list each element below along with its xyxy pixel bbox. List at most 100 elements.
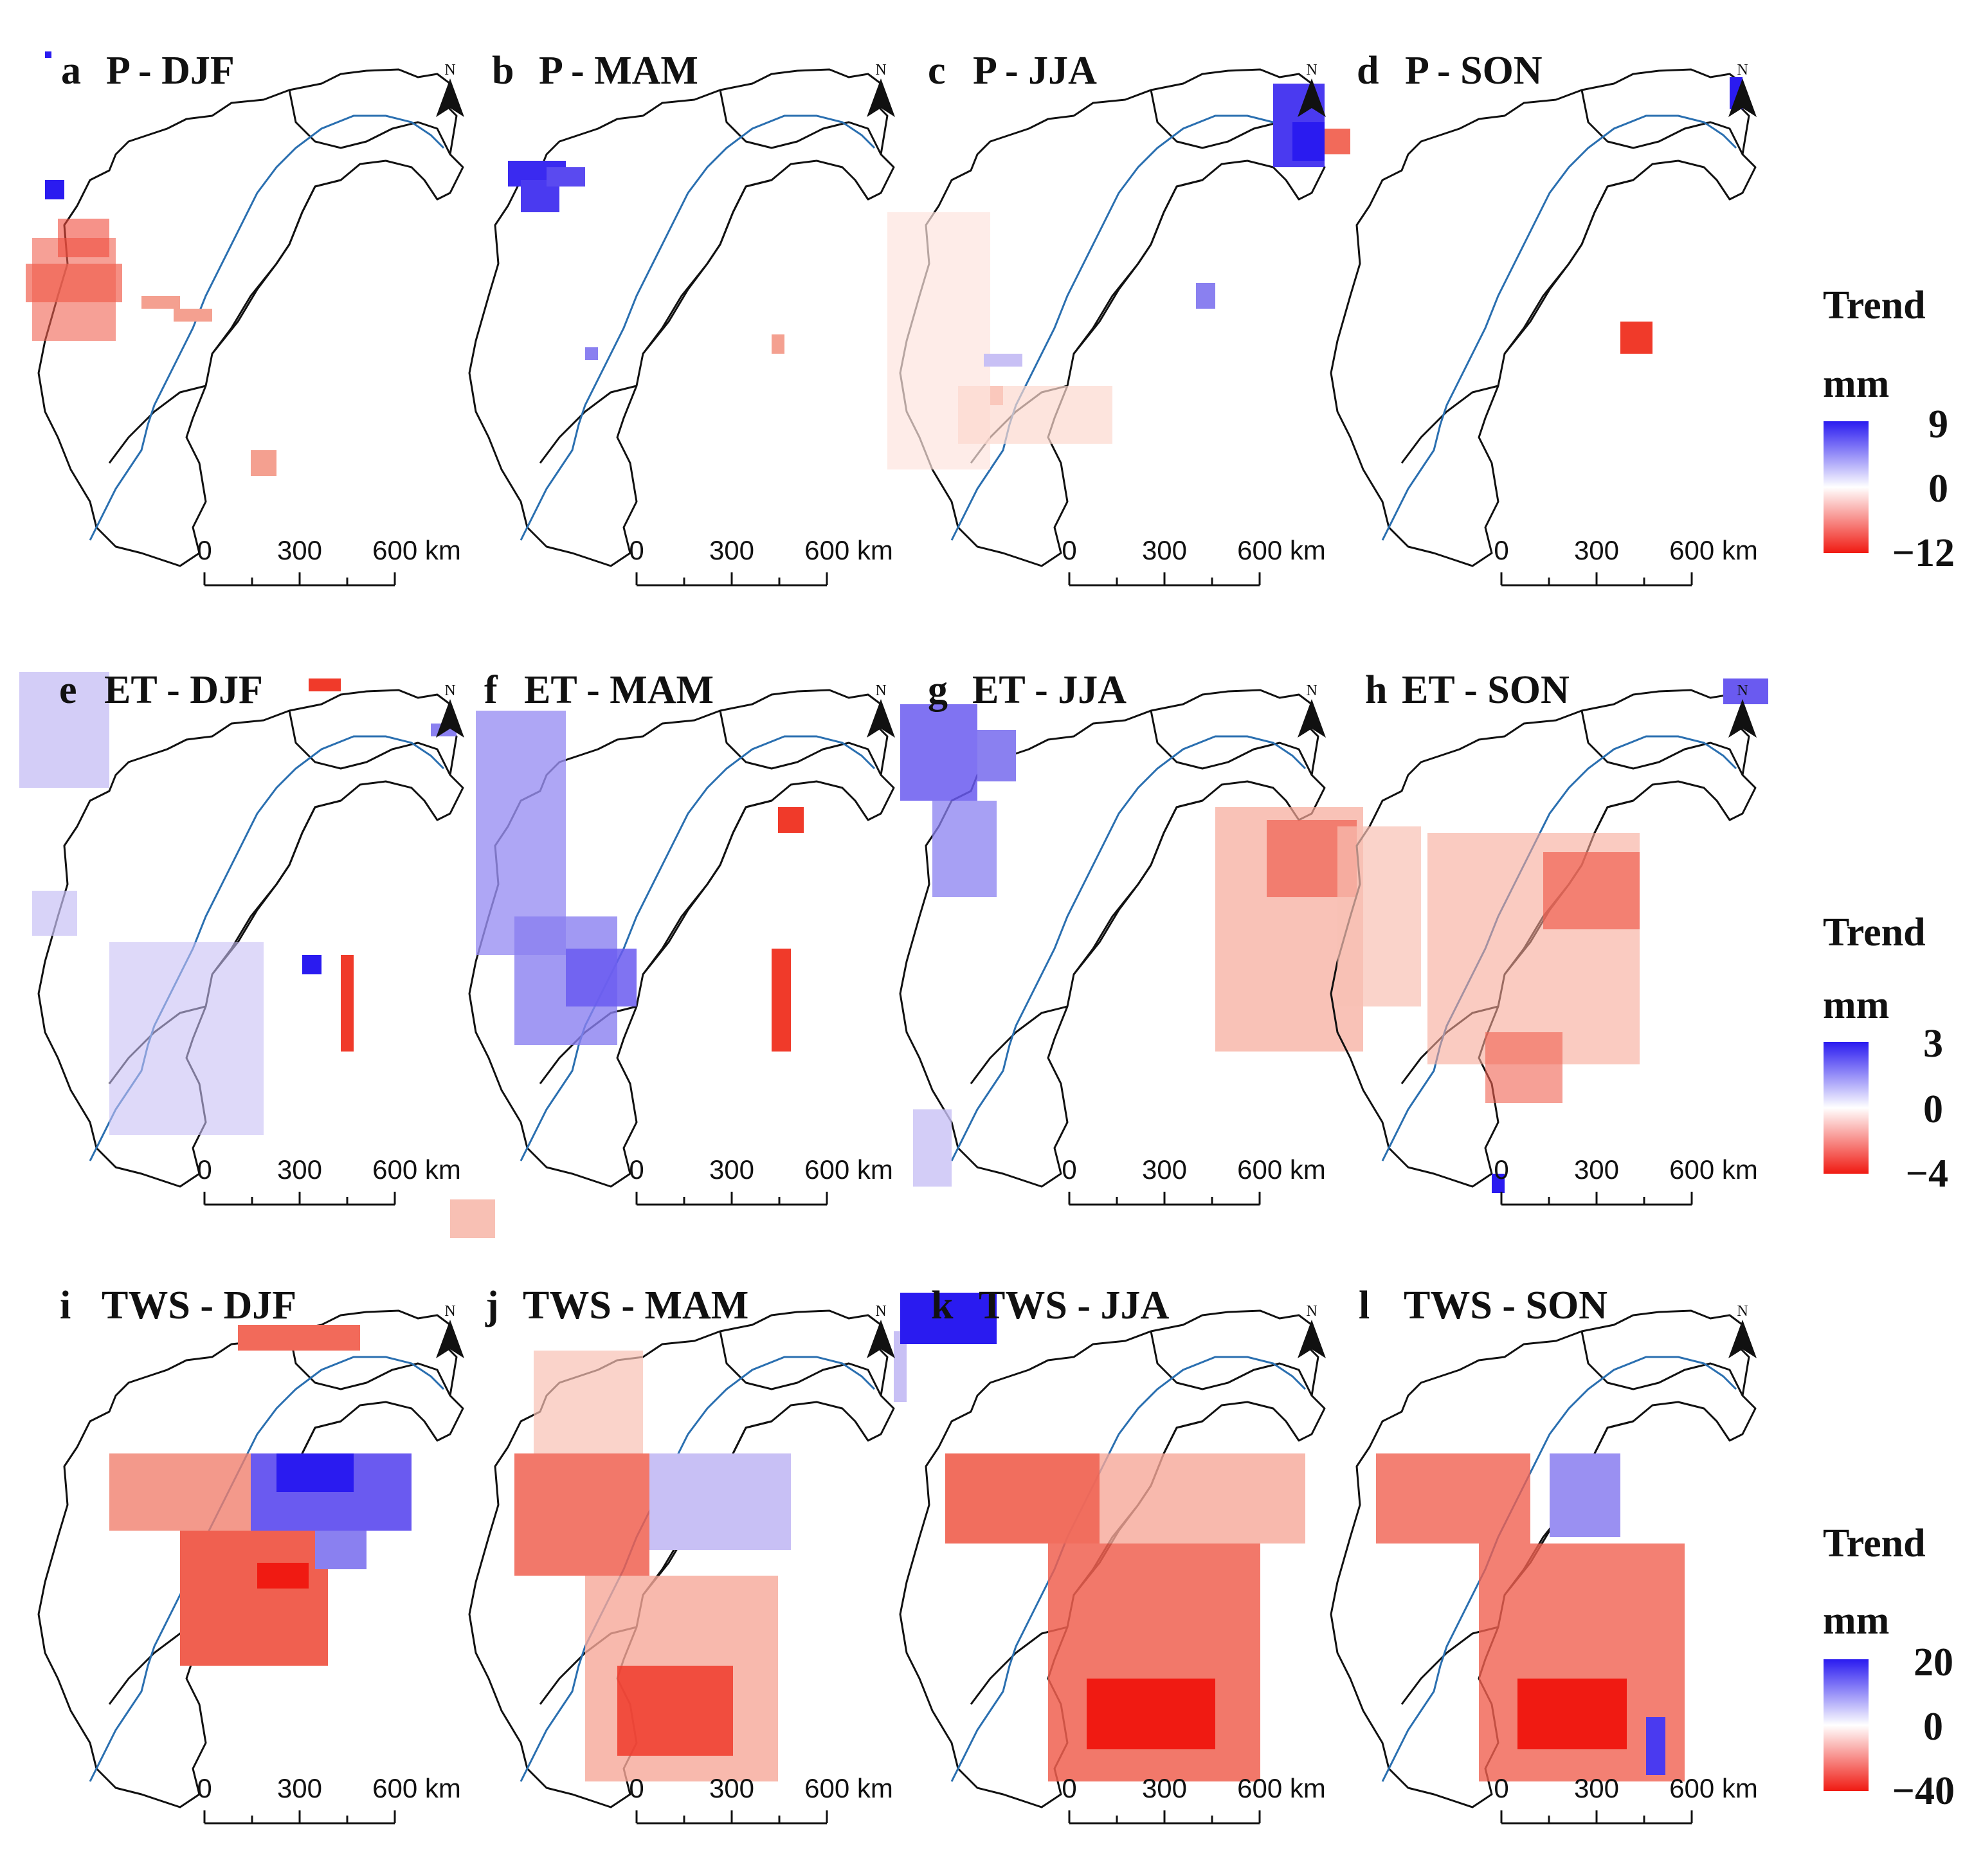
scale-label-0: 0	[1062, 1154, 1076, 1185]
scale-label-0: 0	[629, 535, 644, 565]
panel-c-letter: c	[928, 49, 946, 93]
panel-c	[887, 62, 1350, 567]
panel-k-title: TWS - JJA	[979, 1284, 1169, 1327]
panel-k	[899, 1293, 1326, 1808]
legend-tws-max: 20	[1914, 1641, 1953, 1684]
scale-label-300: 300	[277, 535, 322, 565]
panel-e-letter: e	[59, 668, 77, 712]
panel-d-letter: d	[1357, 49, 1379, 93]
panel-g-title: ET - JJA	[972, 668, 1127, 712]
scale-bar-h: 0 300 600 km	[1494, 1154, 1758, 1206]
legend-et-title: Trend	[1823, 911, 1926, 954]
panel-i-title: TWS - DJF	[102, 1284, 296, 1327]
legend-p-unit: mm	[1823, 362, 1889, 406]
scale-label-0: 0	[197, 1773, 212, 1803]
trend-cells	[900, 704, 1363, 1187]
scale-label-300: 300	[709, 1154, 754, 1185]
panel-b-letter: b	[492, 49, 514, 93]
scale-bar-c: 0 300 600 km	[1062, 535, 1326, 587]
legend-et-max: 3	[1923, 1022, 1943, 1066]
legend-p: Trend mm 9 0 −12	[1823, 284, 1955, 575]
scale-label-600: 600 km	[1237, 535, 1326, 565]
panel-f-title: ET - MAM	[524, 668, 714, 712]
scale-label-300: 300	[1142, 1773, 1187, 1803]
scale-label-600: 600 km	[804, 1154, 893, 1185]
scale-label-600: 600 km	[1669, 535, 1758, 565]
scale-label-300: 300	[1574, 535, 1619, 565]
panel-f-letter: f	[484, 668, 498, 712]
legend-et-mid: 0	[1923, 1088, 1943, 1131]
trend-cells	[1376, 1453, 1685, 1781]
scale-bar-l: 0 300 600 km	[1494, 1773, 1758, 1825]
trend-cells	[109, 1325, 412, 1666]
scale-bar-j: 0 300 600 km	[629, 1773, 893, 1825]
panel-j	[468, 1303, 907, 1808]
trend-cells	[514, 1331, 907, 1781]
scale-label-300: 300	[1574, 1773, 1619, 1803]
scale-label-0: 0	[1494, 535, 1508, 565]
legend-tws-title: Trend	[1823, 1522, 1926, 1565]
scale-bar-e: 0 300 600 km	[197, 1154, 461, 1206]
trend-cells	[1337, 678, 1768, 1193]
legend-p-title: Trend	[1823, 284, 1926, 327]
legend-tws-unit: mm	[1823, 1599, 1889, 1643]
panel-h-letter: h	[1365, 668, 1387, 712]
scale-label-0: 0	[1494, 1773, 1508, 1803]
legend-tws: Trend mm 20 0 −40	[1823, 1522, 1955, 1813]
scale-label-0: 0	[1494, 1154, 1508, 1185]
scale-label-0: 0	[197, 1154, 212, 1185]
trend-cells	[900, 1293, 1305, 1781]
panel-h-title: ET - SON	[1402, 668, 1570, 712]
scale-bar-i: 0 300 600 km	[197, 1773, 461, 1825]
panel-g	[899, 682, 1363, 1188]
trend-cells	[508, 161, 1003, 405]
scale-label-0: 0	[629, 1773, 644, 1803]
scale-label-600: 600 km	[1237, 1773, 1326, 1803]
panel-b-title: P - MAM	[539, 49, 698, 93]
legend-et-colorbar	[1824, 1042, 1869, 1174]
panel-f	[450, 682, 895, 1238]
scale-label-600: 600 km	[1669, 1154, 1758, 1185]
legend-tws-min: −40	[1892, 1769, 1955, 1813]
trend-cells	[887, 84, 1350, 469]
scale-bar-a: 0 300 600 km	[197, 535, 461, 587]
scale-label-300: 300	[1142, 1154, 1187, 1185]
scale-label-300: 300	[1574, 1154, 1619, 1185]
scale-label-600: 600 km	[1237, 1154, 1326, 1185]
legend-tws-mid: 0	[1923, 1705, 1943, 1749]
legend-et-min: −4	[1906, 1152, 1948, 1196]
panel-l	[1330, 1303, 1757, 1808]
panel-j-letter: j	[485, 1284, 499, 1327]
scale-label-300: 300	[709, 535, 754, 565]
panel-d-title: P - SON	[1405, 49, 1543, 93]
scale-label-600: 600 km	[372, 1773, 461, 1803]
panel-e-title: ET - DJF	[104, 668, 263, 712]
legend-p-mid: 0	[1928, 467, 1948, 511]
legend-p-colorbar	[1824, 421, 1869, 553]
trend-cells	[450, 711, 804, 1238]
panel-j-title: TWS - MAM	[523, 1284, 748, 1327]
scale-label-0: 0	[629, 1154, 644, 1185]
scale-label-300: 300	[277, 1773, 322, 1803]
scale-bar-g: 0 300 600 km	[1062, 1154, 1326, 1206]
panel-i-letter: i	[60, 1284, 71, 1327]
scale-label-300: 300	[277, 1154, 322, 1185]
scale-label-600: 600 km	[804, 535, 893, 565]
panel-k-letter: k	[931, 1284, 954, 1327]
trend-cells	[26, 51, 276, 476]
panel-i	[37, 1303, 464, 1808]
panel-h	[1330, 678, 1768, 1193]
scale-label-300: 300	[709, 1773, 754, 1803]
panel-a-letter: a	[61, 49, 81, 93]
panel-l-title: TWS - SON	[1404, 1284, 1607, 1327]
scale-label-0: 0	[197, 535, 212, 565]
scale-label-0: 0	[1062, 535, 1076, 565]
panel-l-letter: l	[1359, 1284, 1370, 1327]
panel-g-letter: g	[928, 668, 948, 712]
scale-label-600: 600 km	[372, 1154, 461, 1185]
scale-label-600: 600 km	[1669, 1773, 1758, 1803]
panel-c-title: P - JJA	[973, 49, 1097, 93]
legend-p-min: −12	[1892, 531, 1955, 575]
scale-bar-k: 0 300 600 km	[1062, 1773, 1326, 1825]
